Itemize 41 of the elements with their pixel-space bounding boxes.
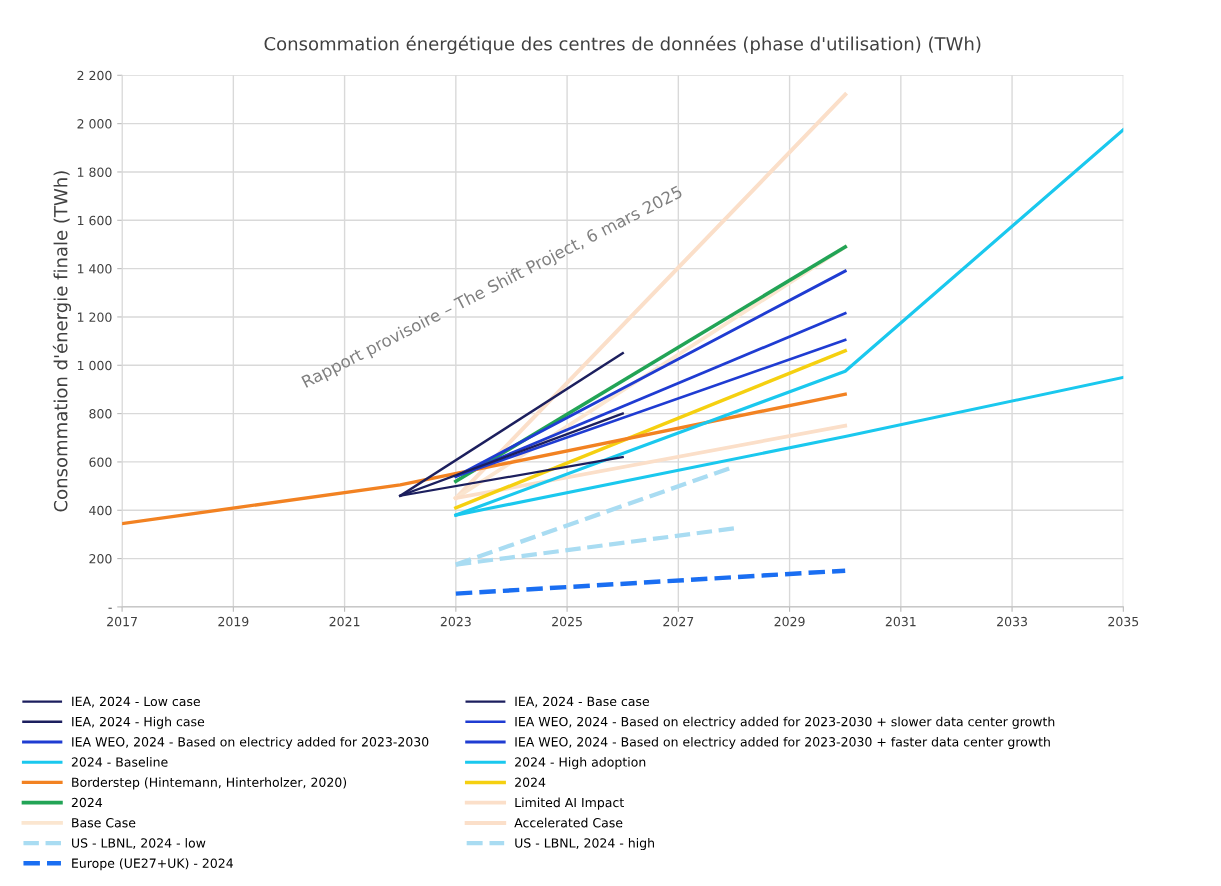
- y-tick-label: 1 000: [77, 360, 112, 371]
- legend-label: US - LBNL, 2024 - low: [72, 838, 206, 849]
- legend-label: Europe (UE27+UK) - 2024: [72, 858, 233, 871]
- y-tick-label: 2 200: [77, 70, 112, 81]
- x-tick-label: 2031: [885, 616, 916, 627]
- legend-label: Limited AI Impact: [515, 797, 624, 810]
- y-tick-label: 1 800: [77, 167, 112, 177]
- legend-label: 2024 - Baseline: [71, 757, 168, 767]
- legend-label: US - LBNL, 2024 - high: [515, 838, 654, 851]
- x-tick-label: 2019: [218, 616, 249, 627]
- y-tick-label: 1 200: [77, 312, 112, 322]
- x-tick-label: 2017: [107, 616, 137, 627]
- legend-label: IEA WEO, 2024 - Based on electricy added for 2023-2030 + faster data center growth: [515, 736, 1050, 749]
- x-tick-label: 2023: [440, 616, 471, 627]
- y-tick-label: 600: [89, 457, 112, 467]
- legend-label: IEA, 2024 - High case: [72, 716, 205, 729]
- legend-label: IEA WEO, 2024 - Based on electricy added for 2023-2030: [72, 736, 429, 749]
- x-tick-label: 2029: [774, 616, 805, 627]
- y-tick-label: -: [108, 607, 112, 609]
- chart-title: Consommation énergétique des centres de données (phase d'utilisation) (TWh): [264, 35, 981, 55]
- x-tick-label: 2027: [663, 616, 694, 627]
- y-tick-label: 2 000: [77, 119, 112, 129]
- legend-label: IEA, 2024 - Low case: [72, 696, 200, 708]
- y-tick-label: 200: [89, 554, 112, 564]
- x-tick-label: 2035: [1108, 616, 1139, 627]
- y-tick-label: 1 400: [77, 264, 112, 274]
- y-tick-label: 400: [89, 505, 112, 516]
- legend-label: 2024 - High adoption: [515, 757, 646, 770]
- legend-label: IEA, 2024 - Base case: [515, 696, 650, 708]
- y-tick-label: 1 600: [77, 215, 112, 226]
- legend-label: 2024: [515, 777, 546, 788]
- legend-label: Accelerated Case: [514, 817, 623, 828]
- x-tick-label: 2025: [552, 616, 582, 627]
- legend-label: IEA WEO, 2024 - Based on electricy added for 2023-2030 + slower data center growth: [515, 716, 1055, 729]
- x-tick-label: 2033: [997, 616, 1027, 627]
- legend-label: Base Case: [72, 818, 136, 828]
- legend-label: 2024: [71, 797, 103, 808]
- y-axis-title: Consommation d'énergie finale (TWh): [52, 171, 72, 512]
- legend-label: Borderstep (Hintemann, Hinterholzer, 2020): [72, 777, 347, 790]
- x-tick-label: 2021: [329, 616, 360, 627]
- y-tick-label: 800: [89, 409, 112, 419]
